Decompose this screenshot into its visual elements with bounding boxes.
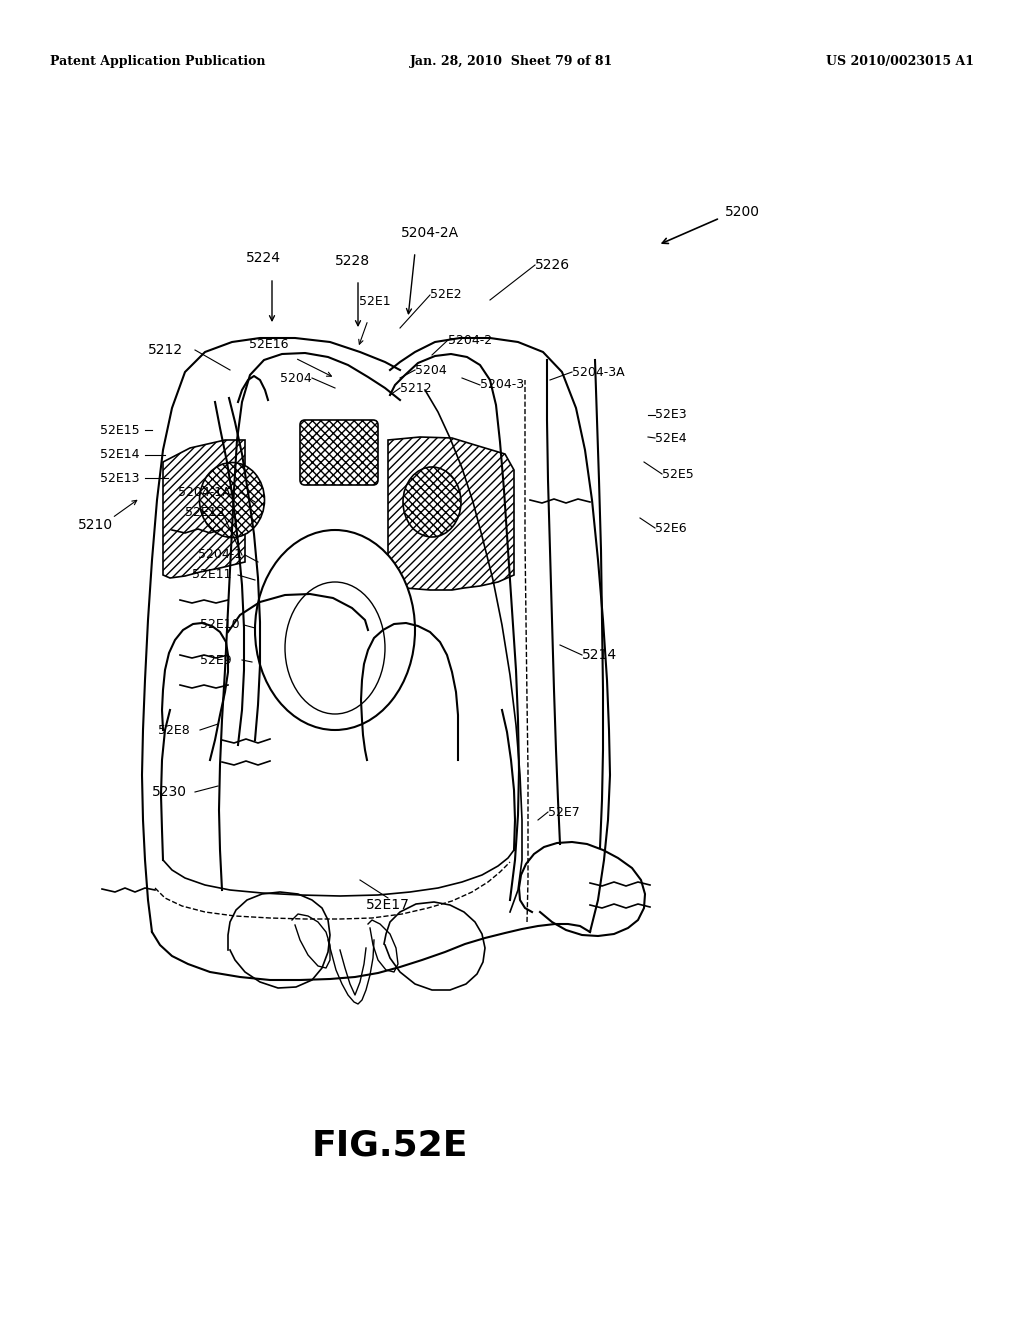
Text: 5204-2: 5204-2: [449, 334, 493, 346]
Text: 52E9: 52E9: [200, 653, 231, 667]
Text: 52E4: 52E4: [655, 432, 687, 445]
Polygon shape: [388, 437, 514, 590]
Text: 52E5: 52E5: [662, 467, 693, 480]
Text: 5204-3: 5204-3: [480, 379, 524, 392]
Text: 5204-1A: 5204-1A: [178, 486, 230, 499]
Text: US 2010/0023015 A1: US 2010/0023015 A1: [826, 55, 974, 69]
FancyBboxPatch shape: [300, 420, 378, 484]
Text: 5210: 5210: [78, 517, 113, 532]
Text: 52E6: 52E6: [655, 521, 687, 535]
Text: 52E10: 52E10: [200, 619, 240, 631]
Text: 52E3: 52E3: [655, 408, 687, 421]
Text: 5226: 5226: [535, 257, 570, 272]
Ellipse shape: [200, 462, 264, 537]
Text: 5224: 5224: [246, 251, 281, 265]
Text: 5204-1: 5204-1: [198, 549, 242, 561]
Text: 5212: 5212: [148, 343, 183, 356]
Ellipse shape: [403, 467, 461, 537]
Text: 52E7: 52E7: [548, 805, 580, 818]
Text: 52E12: 52E12: [185, 506, 224, 519]
Text: 5204: 5204: [415, 363, 446, 376]
Text: 5204-3A: 5204-3A: [572, 366, 625, 379]
Text: 5230: 5230: [152, 785, 187, 799]
Polygon shape: [163, 440, 245, 578]
Text: Jan. 28, 2010  Sheet 79 of 81: Jan. 28, 2010 Sheet 79 of 81: [411, 55, 613, 69]
Text: 5200: 5200: [725, 205, 760, 219]
Ellipse shape: [285, 582, 385, 714]
Text: 52E15: 52E15: [100, 424, 139, 437]
Text: Patent Application Publication: Patent Application Publication: [50, 55, 265, 69]
Text: 5204: 5204: [281, 371, 312, 384]
Text: FIG.52E: FIG.52E: [311, 1129, 468, 1162]
Text: 5204-2A: 5204-2A: [401, 226, 459, 240]
Text: 52E14: 52E14: [100, 449, 139, 462]
Text: 52E17: 52E17: [366, 898, 410, 912]
Text: 5212: 5212: [400, 381, 432, 395]
Ellipse shape: [255, 531, 415, 730]
Text: 52E16: 52E16: [249, 338, 288, 351]
Text: 5228: 5228: [335, 253, 370, 268]
Text: 5214: 5214: [582, 648, 617, 663]
Text: 52E13: 52E13: [100, 471, 139, 484]
Text: 52E1: 52E1: [359, 294, 391, 308]
Text: 52E11: 52E11: [193, 569, 231, 582]
Text: 52E2: 52E2: [430, 289, 462, 301]
Text: 52E8: 52E8: [158, 723, 189, 737]
